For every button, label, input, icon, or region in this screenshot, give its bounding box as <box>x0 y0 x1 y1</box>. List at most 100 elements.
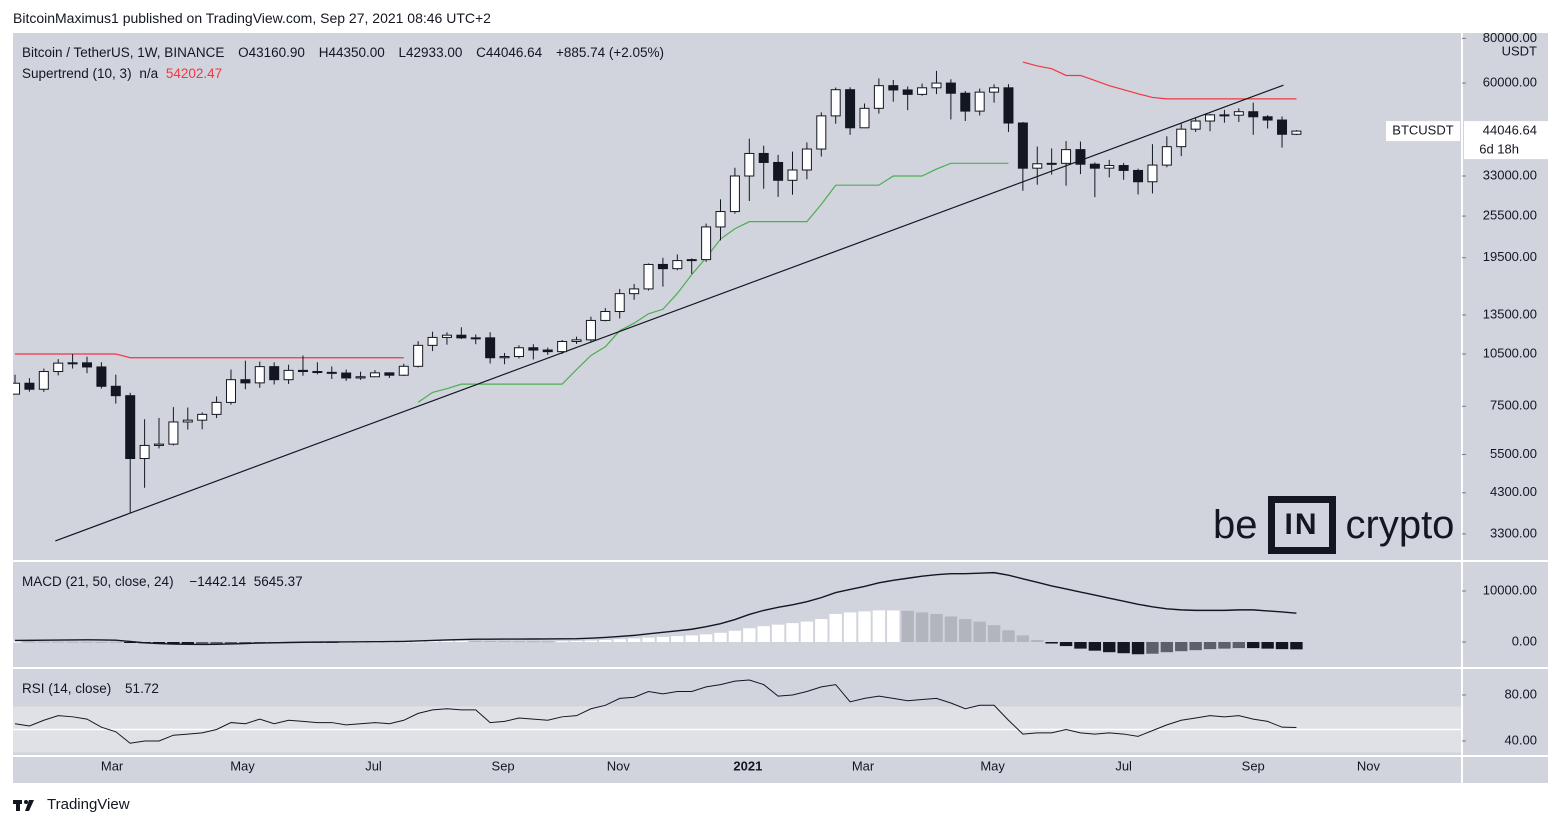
legend-title: Supertrend (10, 3) <box>22 66 132 81</box>
candle-body <box>82 362 93 368</box>
legend-value: −1442.14 <box>189 574 247 589</box>
candle-body <box>1161 146 1172 166</box>
candle-body <box>600 311 611 321</box>
candle-body <box>758 152 769 163</box>
candle-body <box>384 372 395 376</box>
candle-body <box>672 260 683 270</box>
candle-body <box>960 92 971 112</box>
histogram-bar <box>915 612 929 642</box>
histogram-bar <box>642 637 655 642</box>
candle-body <box>38 371 49 390</box>
histogram-bar <box>627 638 641 642</box>
histogram-bar <box>786 623 799 642</box>
candle-body <box>528 347 539 351</box>
histogram-bar <box>239 641 252 644</box>
legend-value: 54202.47 <box>165 66 223 81</box>
histogram-bar <box>1261 641 1274 649</box>
y-tick-label: 13500.00 <box>1483 306 1537 321</box>
candle-body <box>873 85 884 109</box>
candle-body <box>1104 165 1115 169</box>
candle-body <box>1118 165 1129 171</box>
candle-body <box>859 107 870 129</box>
candle-body <box>902 89 913 95</box>
y-tick-label: 40.00 <box>1504 732 1537 747</box>
macd-legend: MACD (21, 50, close, 24) −1442.14 5645.3… <box>22 574 307 589</box>
histogram-bar <box>37 641 51 643</box>
histogram-bar <box>224 641 238 644</box>
candle-body <box>1003 87 1014 124</box>
y-tick-label: 80000.00 <box>1483 30 1537 45</box>
histogram-bar <box>527 641 540 643</box>
candle-body <box>729 175 740 213</box>
plot <box>13 61 1302 542</box>
histogram-bar <box>440 640 454 642</box>
candle-body <box>1176 128 1187 148</box>
candle-body <box>1248 111 1259 118</box>
candle-body <box>197 413 208 421</box>
y-tick-label: 10500.00 <box>1483 345 1537 360</box>
histogram-bar <box>757 626 770 642</box>
histogram-bar <box>584 640 598 642</box>
histogram-bar <box>858 611 871 642</box>
histogram-bar <box>944 616 958 642</box>
histogram-bar <box>1031 639 1044 642</box>
candle-body <box>773 161 784 181</box>
histogram-bar <box>368 641 382 643</box>
histogram-bar <box>483 640 497 642</box>
symbol-box <box>1386 121 1460 142</box>
candle-body <box>845 89 856 129</box>
histogram-bar <box>1247 641 1260 649</box>
y-tick-label: 3300.00 <box>1490 525 1537 540</box>
price-box <box>1464 121 1548 160</box>
supertrend-down <box>1022 61 1297 100</box>
histogram-bar <box>1117 641 1130 654</box>
x-tick-label: Jul <box>1115 758 1132 773</box>
supertrend-legend: Supertrend (10, 3) n/a 54202.47 <box>22 66 226 81</box>
histogram-bar <box>815 619 828 642</box>
histogram-bar <box>1016 635 1030 642</box>
x-tick-label: Sep <box>1242 758 1265 773</box>
candle-body <box>629 288 640 295</box>
histogram-bar <box>1088 641 1102 651</box>
histogram-bar <box>1002 630 1015 642</box>
candle-body <box>499 356 510 359</box>
histogram-bar <box>1175 641 1188 652</box>
countdown: 6d 18h <box>1479 142 1519 157</box>
y-tick-label: 4300.00 <box>1490 484 1537 499</box>
y-tick-label: 80.00 <box>1504 686 1537 701</box>
legend-title: MACD (21, 50, close, 24) <box>22 574 174 589</box>
candle-body <box>614 293 625 313</box>
candle-body <box>701 226 712 261</box>
histogram-bar <box>1218 641 1231 649</box>
candle-body <box>13 382 21 395</box>
candle-body <box>643 263 654 290</box>
candle-body <box>341 372 352 379</box>
candle-body <box>1075 149 1086 165</box>
candle-body <box>456 334 467 339</box>
candle-body <box>513 347 524 358</box>
candle-body <box>139 444 150 460</box>
histogram-bar <box>512 641 526 643</box>
histogram-bar <box>1203 641 1217 650</box>
candle-body <box>53 362 64 373</box>
legend-value: 44046.64 <box>485 45 543 60</box>
histogram-bar <box>699 634 713 642</box>
histogram-bar <box>23 641 36 643</box>
x-tick-label: 2021 <box>733 758 762 773</box>
histogram-bar <box>541 641 554 643</box>
candle-body <box>686 259 697 262</box>
histogram-bar <box>1160 641 1174 653</box>
histogram-bar <box>397 641 410 643</box>
legend-value: n/a <box>139 66 159 81</box>
x-tick-label: Sep <box>492 758 515 773</box>
histogram-bar <box>1131 641 1145 655</box>
candle-body <box>427 336 438 346</box>
histogram-bar <box>1059 641 1073 647</box>
y-tick-label: 33000.00 <box>1483 167 1537 182</box>
candle-body <box>1046 162 1057 165</box>
candle-body <box>1017 122 1028 169</box>
histogram-bar <box>123 641 137 643</box>
histogram-bar <box>1103 641 1116 653</box>
y-tick-label: 19500.00 <box>1483 249 1537 264</box>
